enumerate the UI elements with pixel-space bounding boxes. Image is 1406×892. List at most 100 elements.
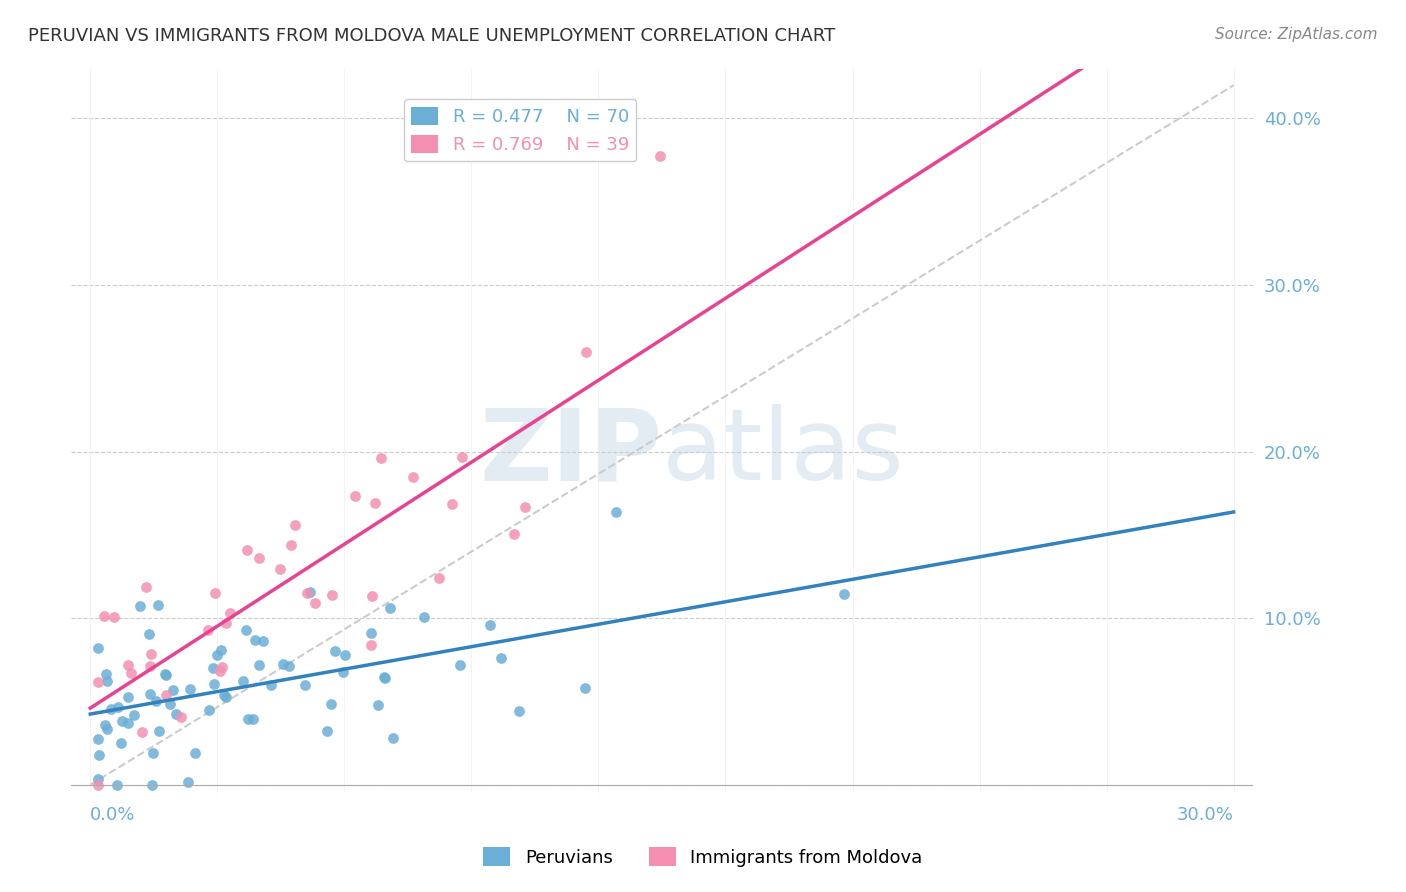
Point	[325, 644, 347, 658]
Point	[145, 694, 167, 708]
Point	[155, 688, 177, 702]
Point	[245, 632, 267, 647]
Text: 30.0%: 30.0%	[1177, 806, 1233, 824]
Point	[162, 683, 184, 698]
Point	[197, 623, 219, 637]
Point	[155, 668, 177, 682]
Legend: Peruvians, Immigrants from Moldova: Peruvians, Immigrants from Moldova	[477, 840, 929, 874]
Point	[96, 666, 118, 681]
Point	[280, 538, 302, 552]
Point	[360, 589, 382, 603]
Point	[111, 714, 134, 728]
Point	[87, 747, 110, 762]
Point	[502, 527, 524, 541]
Point	[489, 650, 512, 665]
Point	[141, 778, 163, 792]
Text: Source: ZipAtlas.com: Source: ZipAtlas.com	[1215, 27, 1378, 42]
Point	[211, 660, 233, 674]
Point	[321, 697, 343, 711]
Point	[298, 585, 321, 599]
Point	[575, 344, 598, 359]
Point	[204, 586, 226, 600]
Point	[202, 676, 225, 690]
Point	[247, 658, 270, 673]
Point	[117, 658, 139, 673]
Point	[360, 638, 382, 652]
Point	[344, 489, 367, 503]
Point	[381, 731, 404, 745]
Point	[103, 609, 125, 624]
Point	[129, 599, 152, 613]
Point	[242, 713, 264, 727]
Point	[148, 724, 170, 739]
Point	[139, 647, 162, 661]
Point	[218, 606, 240, 620]
Point	[139, 659, 162, 673]
Point	[87, 772, 110, 787]
Point	[170, 710, 193, 724]
Point	[479, 618, 502, 632]
Point	[142, 746, 165, 760]
Point	[605, 505, 627, 519]
Point	[208, 664, 231, 678]
Point	[179, 682, 201, 697]
Point	[277, 659, 299, 673]
Point	[321, 588, 343, 602]
Point	[100, 702, 122, 716]
Point	[197, 703, 219, 717]
Point	[366, 698, 388, 713]
Point	[93, 718, 115, 732]
Point	[110, 736, 132, 750]
Point	[177, 775, 200, 789]
Point	[374, 672, 396, 686]
Point	[184, 746, 207, 760]
Point	[402, 470, 425, 484]
Point	[247, 551, 270, 566]
Point	[153, 667, 176, 681]
Point	[232, 674, 254, 689]
Point	[131, 724, 153, 739]
Point	[135, 581, 157, 595]
Point	[235, 623, 257, 637]
Point	[146, 598, 169, 612]
Point	[508, 704, 530, 718]
Point	[138, 627, 160, 641]
Point	[252, 633, 274, 648]
Point	[364, 495, 387, 509]
Point	[236, 712, 259, 726]
Point	[215, 690, 238, 705]
Point	[87, 675, 110, 690]
Point	[373, 670, 395, 684]
Point	[450, 450, 472, 464]
Point	[139, 687, 162, 701]
Point	[412, 610, 434, 624]
Text: ZIP: ZIP	[479, 404, 662, 501]
Point	[832, 587, 855, 601]
Point	[304, 596, 326, 610]
Point	[449, 658, 471, 673]
Point	[294, 678, 316, 692]
Point	[211, 642, 233, 657]
Point	[96, 673, 118, 688]
Legend: R = 0.477    N = 70, R = 0.769    N = 39: R = 0.477 N = 70, R = 0.769 N = 39	[404, 99, 637, 161]
Point	[159, 698, 181, 712]
Point	[370, 450, 392, 465]
Text: 0.0%: 0.0%	[90, 806, 135, 824]
Point	[117, 716, 139, 731]
Point	[316, 723, 339, 738]
Text: atlas: atlas	[662, 404, 904, 501]
Point	[271, 657, 294, 671]
Text: PERUVIAN VS IMMIGRANTS FROM MOLDOVA MALE UNEMPLOYMENT CORRELATION CHART: PERUVIAN VS IMMIGRANTS FROM MOLDOVA MALE…	[28, 27, 835, 45]
Point	[93, 608, 115, 623]
Point	[87, 778, 110, 792]
Point	[360, 626, 382, 640]
Point	[284, 517, 307, 532]
Point	[87, 640, 110, 655]
Point	[650, 148, 672, 162]
Point	[295, 586, 318, 600]
Point	[87, 731, 110, 746]
Point	[105, 778, 128, 792]
Point	[120, 666, 142, 681]
Point	[165, 707, 187, 722]
Point	[269, 562, 291, 576]
